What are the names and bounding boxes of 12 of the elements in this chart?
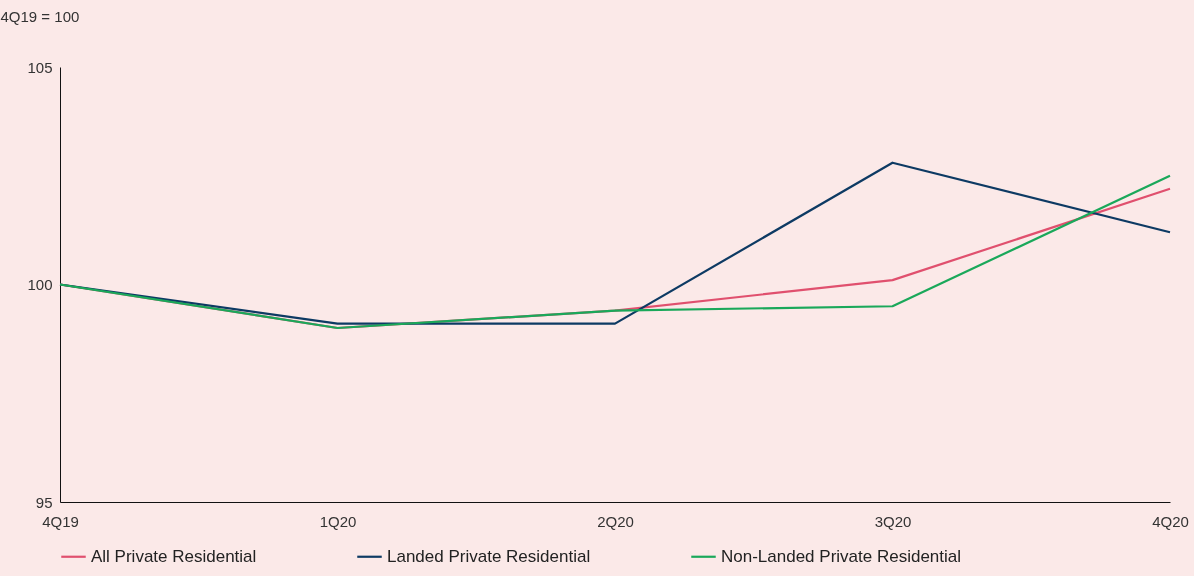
legend-label: Landed Private Residential <box>387 546 591 566</box>
legend-label: All Private Residential <box>91 546 257 566</box>
x-tick-label: 3Q20 <box>874 512 912 530</box>
y-axis-title: 4Q19 = 100 <box>0 7 80 25</box>
x-tick-label: 2Q20 <box>597 512 634 530</box>
y-tick-label: 105 <box>27 58 53 76</box>
x-tick-label: 1Q20 <box>319 512 357 530</box>
y-tick-label: 95 <box>35 493 53 511</box>
x-tick-label: 4Q19 <box>42 512 79 530</box>
legend-label: Non-Landed Private Residential <box>721 546 962 566</box>
x-tick-label: 4Q20 <box>1152 512 1189 530</box>
y-tick-label: 100 <box>27 276 53 293</box>
